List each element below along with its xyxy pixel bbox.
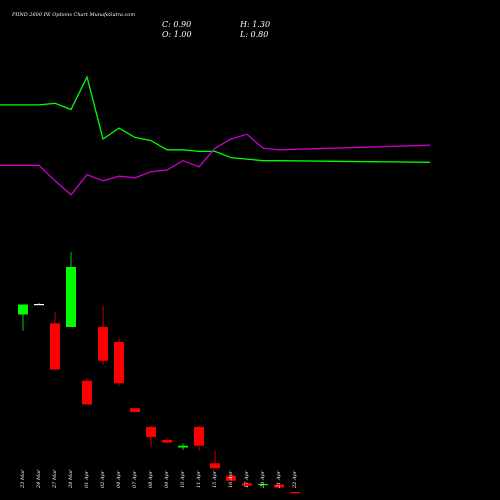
x-tick-label: 23 Mar — [20, 469, 26, 489]
x-tick-label: 11 Apr — [196, 470, 202, 488]
chart-title: PIIND 2600 PE Options Chart MunafaSutra.… — [11, 12, 135, 18]
candle-02-apr — [98, 305, 108, 365]
candle-07-apr — [130, 407, 140, 413]
candle-body — [34, 304, 44, 306]
x-tick-label: 08 Apr — [148, 470, 154, 488]
x-tick-label: 07 Apr — [132, 470, 138, 488]
candle-20-apr — [258, 483, 268, 486]
candle-body — [50, 323, 60, 370]
candle-08-apr — [146, 425, 156, 446]
candle-23-mar — [18, 304, 28, 331]
candle-body — [18, 304, 28, 315]
indicator-line-1 — [0, 75, 431, 163]
candle-27-mar — [50, 312, 60, 370]
candle-body — [114, 342, 124, 384]
candle-body — [178, 445, 188, 448]
candle-body — [130, 408, 140, 412]
candle-body — [82, 380, 92, 405]
x-tick-label: 15 Apr — [212, 470, 218, 488]
candle-09-apr — [162, 438, 172, 444]
candle-16-apr — [226, 475, 236, 481]
x-tick-label: 21 Apr — [276, 470, 282, 489]
x-axis-ticks: 23 Mar 24 Mar 27 Mar 28 Mar 01 Apr 02 Apr 04 A… — [20, 469, 298, 489]
high-readout: H: 1.30 — [239, 20, 270, 29]
candle-01-apr — [82, 378, 92, 405]
x-tick-label: 17 Apr — [244, 470, 250, 488]
close-readout: C: 0.90 — [162, 20, 191, 29]
candles — [18, 252, 300, 494]
indicator-lines — [0, 75, 431, 196]
x-tick-label: 27 Mar — [52, 469, 58, 489]
x-tick-label: 02 Apr — [100, 470, 106, 488]
candle-body — [258, 484, 268, 486]
candle-body — [66, 267, 76, 327]
candle-body — [98, 327, 108, 361]
candle-body — [226, 475, 236, 481]
candle-body — [290, 492, 300, 494]
candle-04-apr — [114, 338, 124, 386]
candle-28-mar — [66, 252, 76, 327]
candle-body — [210, 463, 220, 469]
candle-body — [146, 427, 156, 437]
x-tick-label: 09 Apr — [164, 470, 170, 488]
candle-body — [274, 484, 284, 488]
candle-24-mar — [34, 303, 44, 306]
x-tick-label: 20 Apr — [260, 470, 266, 489]
candle-22-apr — [290, 492, 300, 494]
candle-body — [194, 427, 204, 446]
candle-10-apr — [178, 443, 188, 450]
x-tick-label: 22 Apr — [292, 470, 298, 489]
x-tick-label: 16 Apr — [228, 470, 234, 488]
candle-body — [242, 483, 252, 486]
x-tick-label: 24 Mar — [36, 469, 42, 489]
indicator-line-2 — [0, 133, 431, 196]
candle-21-apr — [274, 484, 284, 488]
x-tick-label: 01 Apr — [84, 470, 90, 488]
candle-15-apr — [210, 450, 220, 469]
open-readout: O: 1.00 — [162, 30, 192, 39]
low-readout: L: 0.80 — [239, 30, 268, 39]
candle-body — [162, 440, 172, 443]
candle-17-apr — [242, 483, 252, 486]
x-tick-label: 04 Apr — [116, 470, 122, 488]
x-tick-label: 10 Apr — [180, 470, 186, 488]
x-tick-label: 28 Mar — [68, 469, 74, 489]
candle-11-apr — [194, 425, 204, 451]
